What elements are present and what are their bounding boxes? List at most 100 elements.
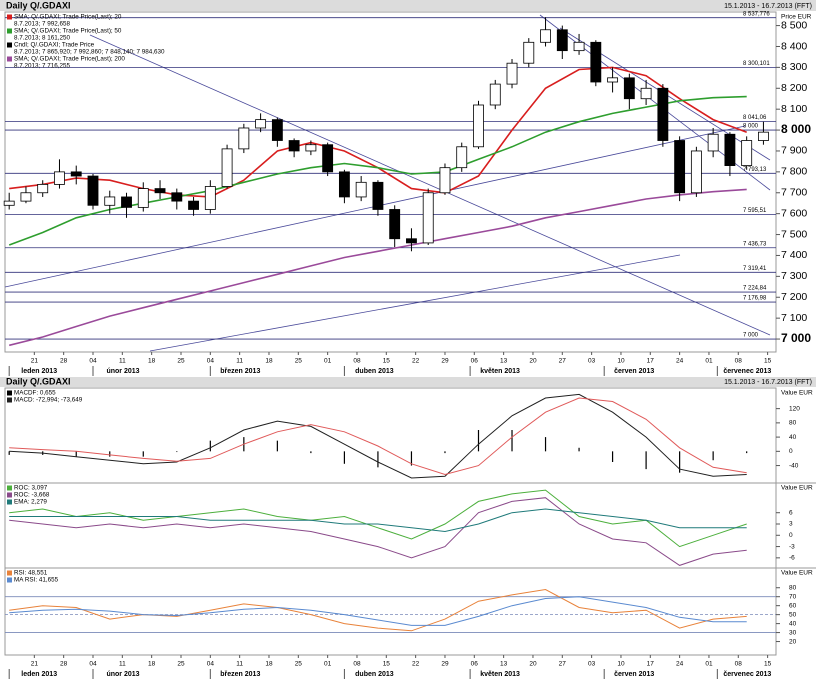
y-tick-label: 7 500 [781,228,807,240]
x-tick-label: 28 [60,358,68,365]
x-tick-label: 27 [559,358,567,365]
candle-body [355,181,367,198]
y-tick-label: 30 [789,629,797,636]
legend-swatch [7,56,12,62]
x-tick-label: 11 [119,661,126,668]
level-label: 7 595,51 [743,208,767,214]
x-tick-label: 18 [148,358,156,365]
level-label: 8 000 [743,124,759,130]
x-tick-label: 10 [617,358,625,365]
x-tick-label: 13 [500,661,508,668]
legend-entry: MA RSI: 41,655 [14,577,59,584]
candle-body [439,167,451,194]
y-tick-label: 80 [789,584,797,591]
month-label: červen 2013 [614,671,654,678]
x-tick-label: 29 [441,661,449,668]
x-tick-label: 08 [353,661,361,668]
y-axis-label: Value EUR [781,570,813,577]
legend-swatch [7,492,12,498]
y-tick-label: 6 [789,509,793,516]
candle-body [640,87,652,100]
x-tick-label: 29 [441,358,449,365]
y-tick-label: 3 [789,521,793,528]
legend-entry: RSI: 48,551 [14,570,48,577]
legend-value: 8.7.2013; 8 161,250 [14,35,71,42]
legend-entry: ROC: 3,097 [14,485,48,492]
legend-swatch [7,499,12,505]
x-tick-label: 15 [383,358,391,365]
candle-body [338,171,350,198]
y-tick-label: 80 [789,420,797,427]
level-label: 7 224,84 [743,286,767,292]
candle-body [607,77,619,83]
x-tick-label: 01 [705,358,713,365]
candle-body [590,41,602,83]
date-range: 15.1.2013 - 16.7.2013 (FFT) [724,3,812,10]
legend-entry: Cndl; Q/.GDAXI; Trade Price [14,42,95,49]
candle-body [238,127,250,150]
y-tick-label: 120 [789,405,800,412]
x-tick-label: 20 [529,358,537,365]
candle-body [121,196,132,208]
x-tick-label: 11 [236,661,243,668]
y-tick-label: 7 800 [781,166,807,178]
month-label: leden 2013 [21,368,57,375]
y-tick-label: -3 [789,543,795,550]
candle-body [204,186,216,210]
candle-body [623,77,635,100]
candle-body [54,171,65,185]
candle-body [523,41,535,64]
legend-value: 8.7.2013; 7 716,255 [14,63,71,70]
x-tick-label: 18 [148,661,156,668]
x-tick-label: 08 [735,661,743,668]
trendline [539,14,771,191]
plot-frame [4,11,777,353]
month-label: květen 2013 [480,671,520,678]
legend-swatch [7,485,12,491]
indicator-line [9,508,747,533]
candle-body [271,119,283,141]
y-tick-label: 40 [789,434,797,441]
legend-swatch [7,42,12,48]
x-tick-label: 18 [265,358,273,365]
month-label: březen 2013 [220,368,260,375]
candle-body [305,144,317,152]
plot-frame [4,387,777,656]
x-tick-label: 06 [471,661,479,668]
x-tick-label: 15 [383,661,391,668]
indicator-line [9,489,747,548]
candle-body [221,148,233,187]
legend-entry: EMA: 2,279 [14,499,47,506]
x-tick-label: 06 [471,358,479,365]
y-axis-label: Price EUR [781,14,812,21]
y-tick-label: 50 [789,611,797,618]
y-tick-label: 7 300 [781,270,807,282]
x-tick-label: 27 [559,661,567,668]
y-tick-label: 0 [789,532,793,539]
legend-entry: MACD: -72,994; -73,649 [14,397,83,404]
level-label: 7 000 [743,333,759,339]
level-label: 7 319,41 [743,266,767,272]
candle-body [724,133,736,166]
date-range: 15.1.2013 - 16.7.2013 (FFT) [724,379,812,386]
candle-body [690,150,702,194]
x-tick-label: 08 [735,358,743,365]
candle-body [573,41,585,52]
panel-title: Daily Q/.GDAXI [6,376,71,386]
y-tick-label: 8 000 [781,122,811,136]
month-label: červen 2013 [614,368,654,375]
moving-average-line [9,188,747,347]
y-tick-label: 7 900 [781,145,807,157]
indicator-line [9,588,747,632]
level-label: 7 176,98 [743,296,767,302]
legend-entry: SMA; Q/.GDAXI; Trade Price(Last); 20 [14,14,122,21]
y-tick-label: 7 200 [781,291,807,303]
x-tick-label: 01 [324,358,332,365]
x-tick-label: 11 [236,358,243,365]
x-tick-label: 25 [177,661,185,668]
month-label: leden 2013 [21,671,57,678]
candle-body [188,200,199,210]
month-label: duben 2013 [355,671,394,678]
x-tick-label: 15 [764,661,772,668]
